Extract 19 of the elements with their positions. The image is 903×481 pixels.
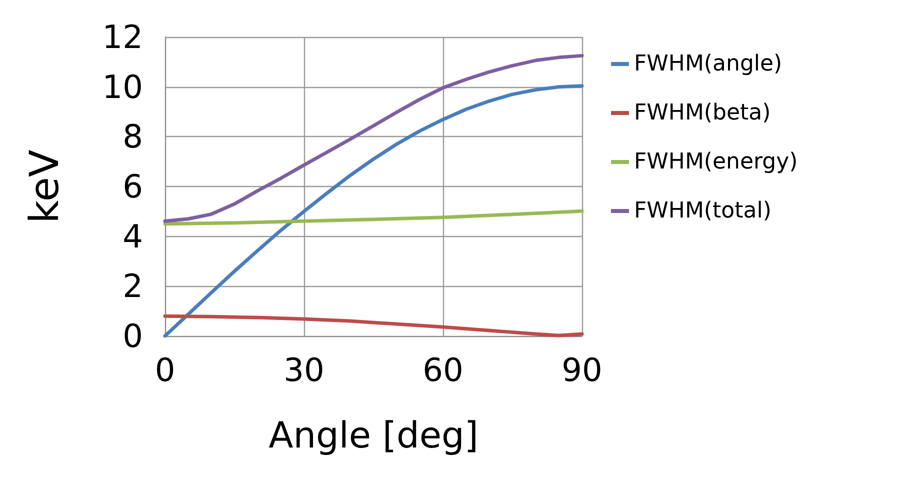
- x-axis-title: Angle [deg]: [268, 416, 478, 456]
- x-tick-label: 60: [422, 351, 464, 389]
- x-tick-label: 30: [284, 351, 324, 389]
- y-tick-label: 10: [102, 68, 143, 106]
- legend-label: FWHM(angle): [634, 52, 782, 76]
- x-tick-label: 0: [154, 351, 176, 389]
- y-tick-label: 6: [122, 168, 143, 206]
- legend-label: FWHM(energy): [634, 150, 798, 174]
- y-tick-label: 0: [122, 317, 143, 355]
- line-series: [163, 209, 584, 226]
- y-axis-title: keV: [22, 149, 68, 224]
- y-tick-label: 4: [122, 217, 143, 256]
- line-series: [163, 54, 584, 223]
- y-tick-label: 12: [102, 18, 143, 56]
- legend-label: FWHM(beta): [634, 100, 771, 126]
- y-tick-label: 8: [122, 118, 143, 156]
- x-tick-label: 90: [562, 351, 602, 389]
- y-tick-label: 2: [122, 267, 143, 306]
- legend-label: FWHM(total): [634, 198, 772, 224]
